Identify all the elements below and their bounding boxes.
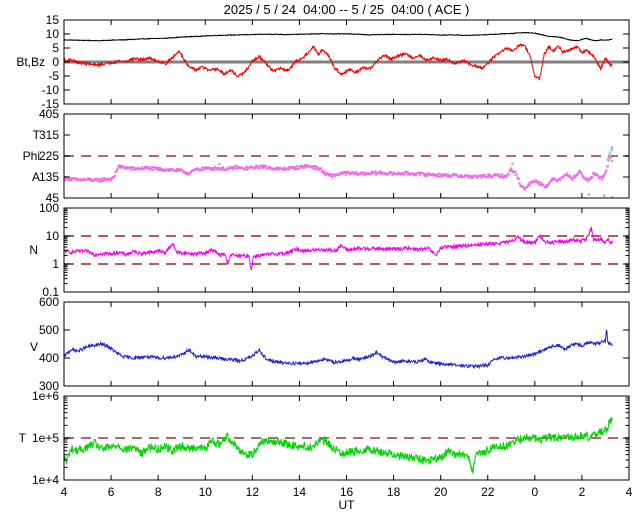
axis-label-temperature: T [19,431,27,445]
axis-label-phi: A [32,170,40,184]
y-tick-label: -10 [42,83,60,97]
y-tick-label: 225 [39,149,59,163]
x-tick-label: 18 [387,485,401,499]
x-tick-label: 0 [531,485,538,499]
axis-label-velocity: V [30,340,38,354]
y-tick-label: 400 [39,351,59,365]
y-tick-label: 0 [52,55,59,69]
x-tick-label: 4 [626,485,633,499]
y-tick-label: 500 [39,323,59,337]
y-tick-label: 15 [46,13,60,27]
x-tick-label: 4 [61,485,68,499]
x-tick-label: 12 [246,485,260,499]
plot-title: 2025 / 5 / 24 04:00 -- 5 / 25 04:00 ( AC… [223,2,470,17]
x-tick-label: 22 [481,485,495,499]
y-tick-label: 0.1 [42,285,59,299]
series-bz-line [64,42,613,81]
x-tick-label: 6 [108,485,115,499]
x-tick-label: 8 [155,485,162,499]
panel-frame [63,301,630,387]
y-tick-label: 315 [39,128,59,142]
y-tick-label: 600 [39,295,59,309]
y-tick-label: 45 [46,191,60,205]
y-tick-label: 100 [39,201,59,215]
series-n-line [64,226,613,271]
y-tick-label: 10 [46,229,60,243]
x-axis-label: UT [338,498,355,512]
axis-label-phi: T [33,128,41,142]
series-phi-scatter [64,155,614,191]
x-tick-label: 2 [579,485,586,499]
x-tick-label: 16 [340,485,354,499]
y-tick-label: 10 [46,27,60,41]
y-tick-label: 1e+4 [32,473,59,487]
series-v-line [64,329,613,370]
phi-secondary-gray-dots [218,146,614,199]
series-t-line [64,417,613,474]
series-bt-line [64,31,613,42]
y-tick-label: 135 [39,170,59,184]
y-tick-label: -15 [42,97,60,111]
y-tick-label: 1 [52,257,59,271]
x-tick-label: 14 [293,485,307,499]
y-tick-label: 5 [52,41,59,55]
y-tick-label: -5 [48,69,59,83]
axis-label-n-density: N [29,243,38,257]
axis-label-phi: Phi [23,149,40,163]
x-tick-label: 10 [199,485,213,499]
phi-secondary-cyan-dots [609,148,613,154]
y-tick-label: 1e+5 [32,431,59,445]
y-tick-label: 1e+6 [32,389,59,403]
axis-label-bt-bz: Bt,Bz [16,55,45,69]
y-tick-label: 405 [39,107,59,121]
x-tick-label: 20 [434,485,448,499]
y-tick-label: 300 [39,379,59,393]
